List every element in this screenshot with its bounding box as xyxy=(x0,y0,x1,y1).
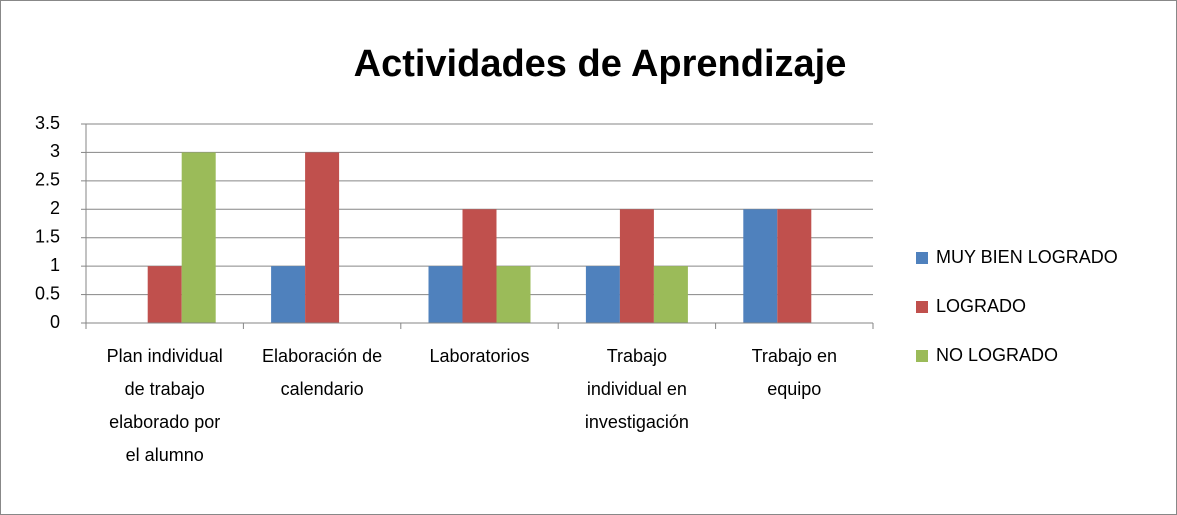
x-tick-line: de trabajo xyxy=(125,379,205,399)
y-tick-label: 1.5 xyxy=(35,226,60,246)
x-tick-line: calendario xyxy=(281,379,364,399)
chart-title: Actividades de Aprendizaje xyxy=(354,43,847,85)
bar xyxy=(305,152,340,323)
bar xyxy=(462,209,497,323)
bar xyxy=(496,266,531,323)
legend-swatch xyxy=(916,252,928,264)
x-tick-line: Plan individual xyxy=(107,346,223,366)
x-tick-line: Laboratorios xyxy=(429,346,529,366)
y-tick-label: 3 xyxy=(50,141,60,161)
bar xyxy=(585,266,620,323)
legend-label: MUY BIEN LOGRADO xyxy=(936,247,1118,267)
x-tick-line: el alumno xyxy=(126,445,204,465)
bar xyxy=(428,266,463,323)
x-tick-label: Plan individual de trabajo elaborado por el… xyxy=(107,346,223,465)
legend-label: NO LOGRADO xyxy=(936,345,1058,365)
bar xyxy=(653,266,688,323)
x-tick-line: Trabajo xyxy=(607,346,667,366)
x-tick-line: Trabajo en xyxy=(752,346,837,366)
bar xyxy=(743,209,778,323)
x-tick-line: equipo xyxy=(767,379,821,399)
legend-swatch xyxy=(916,350,928,362)
x-tick-line: investigación xyxy=(585,412,689,432)
bar xyxy=(147,266,182,323)
y-tick-label: 2.5 xyxy=(35,170,60,190)
y-tick-label: 2 xyxy=(50,198,60,218)
x-tick-line: Elaboración de xyxy=(262,346,382,366)
bar xyxy=(777,209,812,323)
bar xyxy=(619,209,654,323)
bar xyxy=(271,266,306,323)
legend-swatch xyxy=(916,301,928,313)
x-tick-line: elaborado por xyxy=(109,412,220,432)
x-tick-label: Trabajo en equipo xyxy=(752,346,837,399)
y-tick-label: 1 xyxy=(50,255,60,275)
bar xyxy=(181,152,216,323)
y-tick-label: 0.5 xyxy=(35,283,60,303)
x-tick-label: Laboratorios xyxy=(429,346,529,366)
x-tick-label: Trabajo individual en investigación xyxy=(585,346,689,432)
y-tick-label: 0 xyxy=(50,312,60,332)
x-tick-line: individual en xyxy=(587,379,687,399)
x-tick-label: Elaboración de calendario xyxy=(262,346,382,399)
legend-label: LOGRADO xyxy=(936,296,1026,316)
y-tick-label: 3.5 xyxy=(35,113,60,133)
